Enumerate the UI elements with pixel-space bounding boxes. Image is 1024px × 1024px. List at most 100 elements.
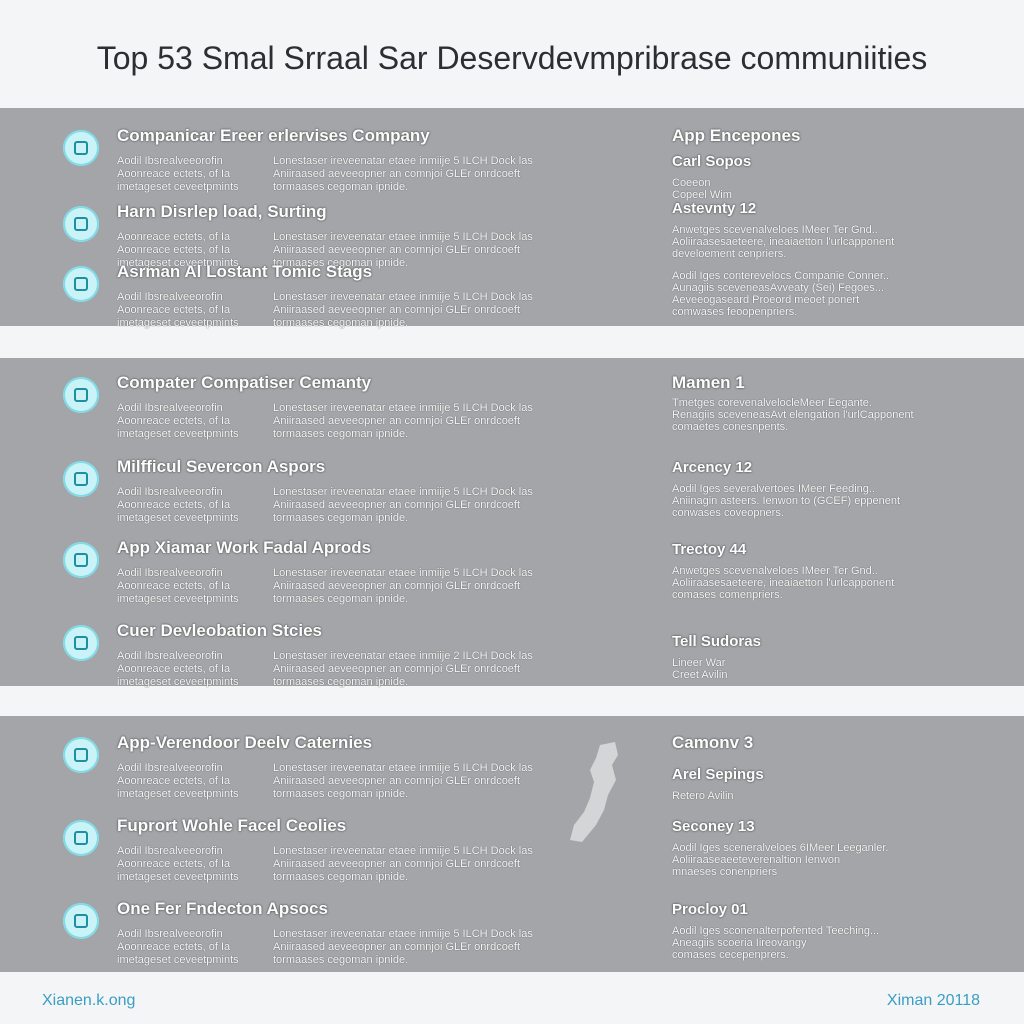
side-line: Tmetges corevenalvelocleMeer Eegante.	[672, 397, 872, 409]
item-desc: Lonestaser ireveenatar etaee inmiije 5 I…	[273, 845, 533, 857]
item-desc: Lonestaser ireveenatar etaee inmiije 5 I…	[273, 762, 533, 774]
item-desc: tormaases cegoman ipnide.	[273, 181, 409, 193]
item-title: Milfficul Severcon Aspors	[117, 457, 326, 476]
item-title: App-Verendoor Deelv Caternies	[117, 733, 373, 752]
side-line: Aunagiis sceveneasAvveaty (Sei) Fegoes..…	[672, 282, 884, 294]
item-desc: Lonestaser ireveenatar etaee inmiije 5 I…	[273, 402, 533, 414]
side-line: Renagiis sceveneasAvt elengation l'urlCa…	[672, 409, 914, 421]
item-desc: tormaases cegoman ipnide.	[273, 593, 409, 605]
item-desc: Aoonreace ectets, of Ia	[117, 231, 231, 243]
item-desc: imetageset ceveetpmints	[117, 954, 239, 966]
side-line: Retero Avilin	[672, 790, 734, 802]
item-desc: Aniiraased aeveeopner an comnjoi GLEr on…	[273, 580, 521, 592]
item-icon	[63, 377, 99, 413]
item-desc: Aodil Ibsrealveeorofin	[117, 567, 223, 579]
side-line: Coeeon	[672, 177, 711, 189]
item-desc: Aodil Ibsrealveeorofin	[117, 402, 223, 414]
item-title: Harn Disrlep load, Surting	[117, 202, 327, 221]
side-line: develoement cenpriers.	[672, 248, 787, 260]
side-line: Anwetges scevenalveloes IMeer Ter Gnd..	[672, 565, 878, 577]
side-title: Carl Sopos	[672, 153, 752, 170]
item-desc: Lonestaser ireveenatar etaee inmiije 5 I…	[273, 155, 533, 167]
item-desc: tormaases cegoman ipnide.	[273, 954, 409, 966]
side-line: comases cecepenprers.	[672, 949, 789, 961]
side-title: Arel Sepings	[672, 766, 764, 783]
item-desc: Aoonreace ectets, of Ia	[117, 663, 231, 675]
side-line: Aodil Iges sceneralveloes 6IMeer Leeganl…	[672, 842, 889, 854]
side-title: Seconey 13	[672, 818, 755, 835]
item-desc: Aniiraased aeveeopner an comnjoi GLEr on…	[273, 499, 521, 511]
side-line: comases comenpriers.	[672, 589, 783, 601]
item-desc: imetageset ceveetpmints	[117, 871, 239, 883]
item-desc: tormaases cegoman ipnide.	[273, 512, 409, 524]
side-line: conwases coveopners.	[672, 507, 784, 519]
item-desc: imetageset ceveetpmints	[117, 676, 239, 688]
item-desc: Aodil Ibsrealveeorofin	[117, 291, 223, 303]
item-desc: tormaases cegoman ipnide.	[273, 871, 409, 883]
footer-right: Ximan 20118	[886, 992, 980, 1009]
side-line: Aniinagin asteers. Ienwon to (GCEF) eppe…	[672, 495, 901, 507]
side-title: Arcency 12	[672, 459, 753, 476]
item-icon	[63, 130, 99, 166]
item-desc: imetageset ceveetpmints	[117, 257, 239, 269]
side-title: Camonv 3	[672, 733, 754, 752]
item-desc: tormaases cegoman ipnide.	[273, 788, 409, 800]
item-desc: imetageset ceveetpmints	[117, 593, 239, 605]
item-desc: Aniiraased aeveeopner an comnjoi GLEr on…	[273, 244, 521, 256]
side-line: Creet Avilin	[672, 669, 728, 681]
item-desc: imetageset ceveetpmints	[117, 181, 239, 193]
item-desc: Aoonreace ectets, of Ia	[117, 168, 231, 180]
item-desc: Aodil Ibsrealveeorofin	[117, 762, 223, 774]
item-desc: Lonestaser ireveenatar etaee inmiije 5 I…	[273, 231, 533, 243]
item-desc: Aoonreace ectets, of Ia	[117, 775, 231, 787]
item-desc: imetageset ceveetpmints	[117, 788, 239, 800]
side-title: Tell Sudoras	[672, 633, 761, 650]
side-line: Anwetges scevenalveloes IMeer Ter Gnd..	[672, 224, 878, 236]
side-line: Aodil Iges conterevelocs Companie Conner…	[672, 270, 890, 282]
side-line: Copeel Wim	[672, 189, 732, 201]
item-desc: tormaases cegoman ipnide.	[273, 428, 409, 440]
side-title: Mamen 1	[672, 373, 745, 392]
side-line: comaetes conesnpents.	[672, 421, 789, 433]
item-icon	[63, 206, 99, 242]
side-title: Astevnty 12	[672, 200, 757, 217]
item-desc: Aodil Ibsrealveeorofin	[117, 650, 223, 662]
item-desc: Lonestaser ireveenatar etaee inmiije 5 I…	[273, 567, 533, 579]
item-desc: imetageset ceveetpmints	[117, 317, 239, 329]
item-title: One Fer Fndecton Apsocs	[117, 899, 328, 918]
item-desc: Aoonreace ectets, of Ia	[117, 499, 231, 511]
side-line: Lineer War	[672, 657, 726, 669]
item-desc: Aniiraased aeveeopner an comnjoi GLEr on…	[273, 858, 521, 870]
item-desc: imetageset ceveetpmints	[117, 512, 239, 524]
item-desc: imetageset ceveetpmints	[117, 428, 239, 440]
item-icon	[63, 461, 99, 497]
item-title: Cuer Devleobation Stcies	[117, 621, 323, 640]
panel	[0, 716, 1024, 972]
side-title: Procloy 01	[672, 901, 748, 918]
item-desc: Aoonreace ectets, of Ia	[117, 244, 231, 256]
item-desc: Aniiraased aeveeopner an comnjoi GLEr on…	[273, 941, 521, 953]
side-line: mnaeses conenpriers	[672, 866, 778, 878]
item-desc: Aniiraased aeveeopner an comnjoi GLEr on…	[273, 304, 521, 316]
item-desc: Aoonreace ectets, of Ia	[117, 858, 231, 870]
panel	[0, 108, 1024, 326]
item-icon	[63, 266, 99, 302]
item-title: Compater Compatiser Cemanty	[117, 373, 372, 392]
side-title: App Encepones	[672, 126, 801, 145]
item-desc: Aodil Ibsrealveeorofin	[117, 155, 223, 167]
page-title: Top 53 Smal Srraal Sar Deservdevmpribras…	[96, 40, 928, 76]
side-line: Aeveeogaseard Proeord meoet ponert	[672, 294, 860, 306]
item-title: App Xiamar Work Fadal Aprods	[117, 538, 372, 557]
side-line: Aodil Iges severalvertoes IMeer Feeding.…	[672, 483, 875, 495]
item-desc: Aoonreace ectets, of Ia	[117, 415, 231, 427]
item-desc: Aodil Ibsrealveeorofin	[117, 486, 223, 498]
item-desc: Aoonreace ectets, of Ia	[117, 304, 231, 316]
item-desc: tormaases cegoman ipnide.	[273, 257, 409, 269]
side-line: Aoliiraaseaeeteverenaltion Ienwon	[672, 854, 841, 866]
footer-left: Xianen.k.ong	[42, 992, 136, 1009]
item-desc: Lonestaser ireveenatar etaee inmiije 5 I…	[273, 928, 533, 940]
item-desc: Lonestaser ireveenatar etaee inmiije 5 I…	[273, 486, 533, 498]
item-icon	[63, 542, 99, 578]
side-line: Aoliiraasesaeteere, ineaiaetton l'urlcap…	[672, 577, 895, 589]
